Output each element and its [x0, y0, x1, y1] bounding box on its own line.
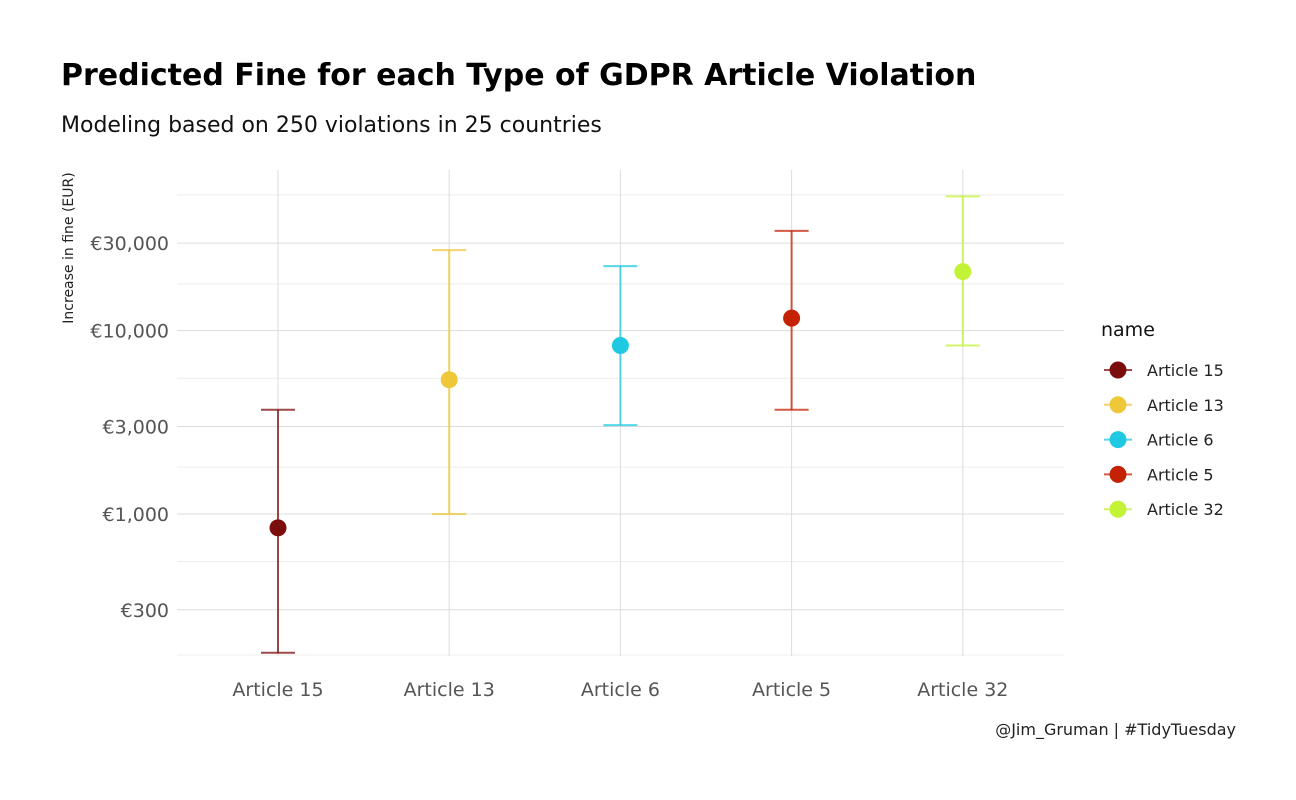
legend-key-point [1109, 431, 1127, 449]
legend-item: Article 6 [1104, 431, 1214, 450]
series-article-6 [603, 265, 638, 427]
y-tick-label: €10,000 [90, 321, 169, 343]
chart-title: Predicted Fine for each Type of GDPR Art… [61, 58, 976, 93]
y-tick-label: €300 [121, 600, 169, 622]
legend-item: Article 13 [1104, 396, 1224, 415]
series-article-5 [774, 229, 809, 411]
legend-item: Article 15 [1104, 361, 1224, 380]
x-tick-label: Article 5 [752, 679, 831, 701]
legend-key-point [1109, 396, 1127, 414]
x-tick-label: Article 13 [404, 679, 495, 701]
data-point [954, 263, 972, 281]
series-article-15 [261, 408, 295, 654]
x-tick-label: Article 6 [581, 679, 660, 701]
x-axis-ticks: Article 15 Article 13 Article 6 Article 5 Ar… [232, 679, 1008, 701]
y-axis-label: Increase in fine (EUR) [61, 172, 77, 323]
legend-label: Article 5 [1147, 465, 1214, 484]
y-tick-label: €1,000 [103, 504, 169, 526]
legend-label: Article 32 [1147, 500, 1224, 519]
data-point [783, 309, 801, 327]
x-tick-label: Article 32 [917, 679, 1008, 701]
legend-label: Article 13 [1147, 396, 1224, 415]
y-axis-ticks: €300 €1,000 €3,000 €10,000 €30,000 [90, 233, 169, 622]
legend-key-point [1109, 465, 1127, 483]
series-article-13 [432, 249, 467, 515]
legend-title: name [1101, 319, 1155, 341]
y-tick-label: €3,000 [103, 416, 169, 438]
data-point [269, 519, 287, 537]
legend-key-point [1109, 500, 1127, 518]
data-point [611, 336, 629, 354]
series-article-32 [945, 195, 980, 347]
legend: name Article 15 Article 13 Article 6 Articl… [1101, 319, 1224, 519]
legend-label: Article 15 [1147, 361, 1224, 380]
y-tick-label: €30,000 [90, 233, 169, 255]
x-tick-label: Article 15 [232, 679, 323, 701]
legend-key-point [1109, 361, 1127, 379]
legend-item: Article 5 [1104, 465, 1214, 484]
legend-label: Article 6 [1147, 431, 1214, 450]
legend-item: Article 32 [1104, 500, 1224, 519]
data-point [440, 371, 458, 389]
data-marks [261, 195, 980, 654]
chart-subtitle: Modeling based on 250 violations in 25 c… [61, 113, 602, 138]
caption: @Jim_Gruman | #TidyTuesday [995, 720, 1236, 740]
